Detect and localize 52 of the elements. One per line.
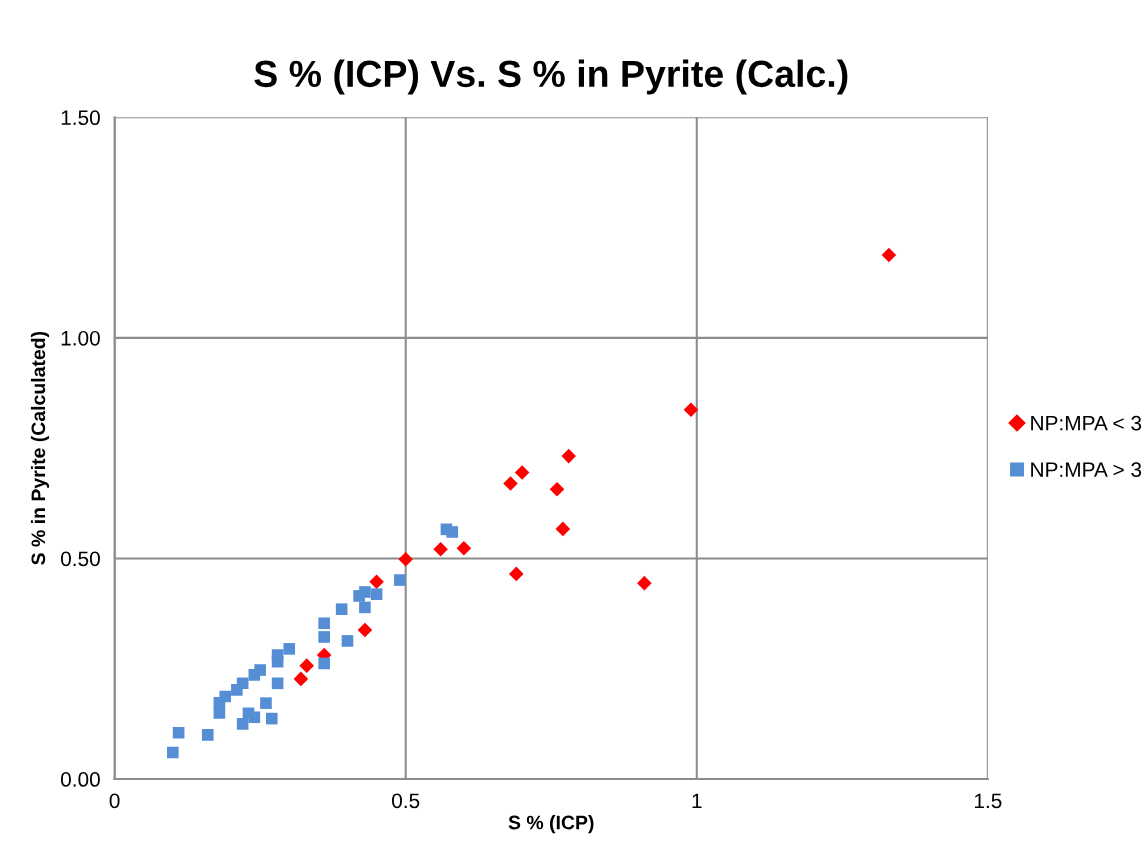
point: [446, 526, 459, 538]
x-tick-label: 0.5: [392, 793, 420, 809]
y-axis-title: S % in Pyrite (Calculated): [30, 331, 50, 565]
point: [260, 697, 272, 709]
point: [167, 746, 179, 759]
point: [359, 586, 371, 598]
point: [271, 649, 284, 661]
x-axis-title: S % (ICP): [508, 815, 594, 834]
point: [881, 247, 897, 263]
point: [370, 588, 383, 600]
point: [359, 601, 371, 614]
point: [201, 729, 214, 741]
chart-title: S % (ICP) Vs. S % in Pyrite (Calc.): [254, 59, 848, 95]
x-tick-label: 1.5: [974, 793, 1002, 809]
point: [549, 481, 565, 497]
point: [318, 657, 330, 670]
legend-label: NP:MPA > 3: [1031, 462, 1142, 478]
point: [398, 552, 413, 567]
y-tick-label: 0.50: [60, 551, 100, 567]
point: [318, 617, 330, 630]
point: [503, 476, 518, 491]
x-tick-label: 0: [109, 793, 120, 809]
y-tick-label: 1.00: [61, 330, 100, 346]
point: [683, 402, 699, 418]
point: [369, 574, 384, 590]
point: [219, 690, 232, 703]
point: [341, 635, 354, 647]
y-tick-label: 1.50: [61, 110, 100, 126]
point: [555, 521, 571, 537]
point: [236, 677, 249, 690]
point: [293, 671, 309, 687]
point: [299, 658, 314, 673]
point: [236, 718, 249, 730]
point: [271, 677, 284, 690]
legend-label: NP:MPA < 3: [1031, 415, 1142, 431]
point: [248, 711, 261, 724]
point: [514, 465, 530, 480]
point: [318, 631, 330, 643]
point: [433, 541, 448, 557]
y-tick-label: 0.00: [60, 772, 100, 787]
point: [172, 726, 185, 739]
point: [357, 622, 373, 638]
point: [394, 574, 406, 586]
point: [637, 575, 652, 591]
point: [265, 712, 278, 725]
point: [561, 448, 576, 464]
point: [335, 603, 348, 615]
x-tick-label: 1: [692, 793, 702, 808]
point: [456, 541, 472, 556]
point: [509, 566, 524, 582]
point: [254, 664, 266, 676]
point: [283, 643, 296, 655]
